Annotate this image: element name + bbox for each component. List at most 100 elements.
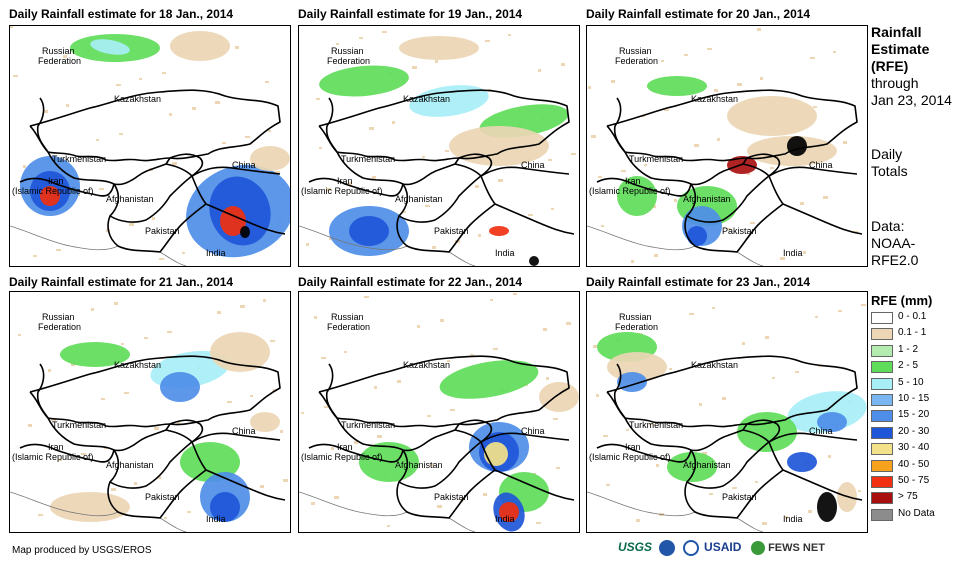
legend-label: 5 - 10: [898, 376, 924, 388]
rain-area: [449, 126, 549, 166]
rain-speckle: [159, 258, 164, 260]
country-label-afghanistan: Afghanistan: [106, 460, 154, 470]
country-label-russia-2: Federation: [615, 322, 658, 332]
rain-speckle: [621, 170, 626, 172]
rain-speckle: [732, 487, 737, 489]
rain-speckle: [48, 369, 51, 372]
rain-speckle: [674, 199, 677, 202]
rain-area: [607, 352, 667, 382]
rain-area: [484, 442, 508, 466]
rain-area: [787, 136, 807, 156]
country-border: [205, 469, 286, 501]
rain-speckle: [490, 299, 493, 301]
rain-speckle: [543, 328, 547, 331]
rain-speckle: [699, 403, 702, 406]
rain-speckle: [770, 167, 774, 169]
country-border: [768, 432, 858, 443]
country-border: [325, 363, 338, 419]
country-label-china: China: [521, 426, 545, 436]
rain-speckle: [795, 371, 799, 373]
rain-speckle: [636, 519, 640, 522]
rain-speckle: [498, 179, 503, 182]
rain-area: [349, 216, 389, 246]
rain-speckle: [422, 156, 425, 158]
rain-area: [687, 226, 707, 246]
legend-label: 1 - 2: [898, 343, 919, 355]
rain-speckle: [412, 66, 417, 69]
rain-area: [817, 412, 847, 432]
rain-speckle: [626, 429, 629, 431]
rain-speckle: [63, 55, 67, 58]
rain-speckle: [833, 51, 836, 53]
legend-swatch: [871, 377, 893, 390]
country-label-china: China: [809, 426, 833, 436]
rain-speckle: [551, 208, 554, 210]
country-label-iran-2: (Islamic Republic of): [301, 452, 383, 462]
country-border: [768, 166, 858, 177]
panel-title: Daily Rainfall estimate for 19 Jan., 201…: [298, 7, 523, 21]
country-border: [613, 97, 626, 153]
rain-speckle: [283, 479, 288, 482]
sidebar-period: Daily Totals: [871, 146, 908, 180]
rain-speckle: [435, 60, 438, 63]
rain-area: [617, 176, 657, 216]
rain-speckle: [268, 130, 271, 132]
rain-speckle: [96, 139, 99, 141]
country-border: [325, 97, 338, 153]
rain-speckle: [387, 525, 390, 527]
fewsnet-logo: FEWS NET: [768, 542, 825, 555]
country-border: [684, 175, 784, 253]
coastline: [10, 491, 187, 532]
rain-speckle: [227, 401, 232, 403]
country-label-pakistan: Pakistan: [722, 492, 757, 502]
rain-speckle: [483, 493, 487, 496]
rain-area: [667, 452, 717, 482]
rain-speckle: [603, 435, 608, 437]
legend-swatch: [871, 443, 893, 456]
country-border: [684, 441, 784, 519]
rain-speckle: [66, 104, 69, 107]
country-border: [746, 153, 781, 177]
country-border: [19, 443, 115, 463]
sidebar-source: Data: NOAA- RFE2.0: [871, 218, 918, 269]
country-label-russia-2: Federation: [38, 322, 81, 332]
country-border: [746, 419, 781, 443]
rain-speckle: [432, 246, 436, 249]
country-label-pakistan: Pakistan: [145, 226, 180, 236]
rain-speckle: [301, 412, 304, 414]
rain-speckle: [727, 228, 731, 230]
legend-swatch: [871, 394, 893, 406]
rain-speckle: [250, 395, 253, 397]
country-label-iran-1: Iran: [625, 176, 641, 186]
rain-speckle: [265, 81, 269, 83]
daily-text: Daily: [871, 146, 903, 162]
country-border: [494, 469, 575, 501]
legend: 0 - 0.1 0.1 - 1 1 - 2 2 - 5 5 - 10 10 - 15 15 …: [871, 311, 961, 532]
legend-label: 30 - 40: [898, 442, 930, 454]
through-text: through: [871, 75, 919, 91]
rain-area: [399, 36, 479, 60]
country-label-kazakhstan: Kazakhstan: [403, 360, 450, 370]
coastline: [587, 491, 764, 532]
rain-speckle: [843, 141, 847, 144]
rain-speckle: [755, 481, 758, 483]
rain-speckle: [311, 502, 315, 505]
rainfall-map: Russian Federation Kazakhstan Turkmenistan I…: [9, 291, 291, 533]
rain-speckle: [548, 159, 552, 161]
rain-speckle: [280, 430, 283, 433]
rain-speckle: [437, 505, 442, 508]
rain-speckle: [601, 225, 604, 227]
rain-speckle: [377, 435, 382, 438]
rain-speckle: [33, 255, 37, 257]
source-line-2: RFE2.0: [871, 252, 919, 268]
rain-area: [647, 76, 707, 96]
country-label-afghanistan: Afghanistan: [395, 460, 443, 470]
rain-speckle: [702, 452, 707, 455]
rain-speckle: [392, 121, 395, 124]
rain-speckle: [747, 173, 750, 175]
rain-speckle: [56, 249, 61, 251]
rain-speckle: [762, 522, 767, 525]
rain-speckle: [611, 80, 615, 83]
